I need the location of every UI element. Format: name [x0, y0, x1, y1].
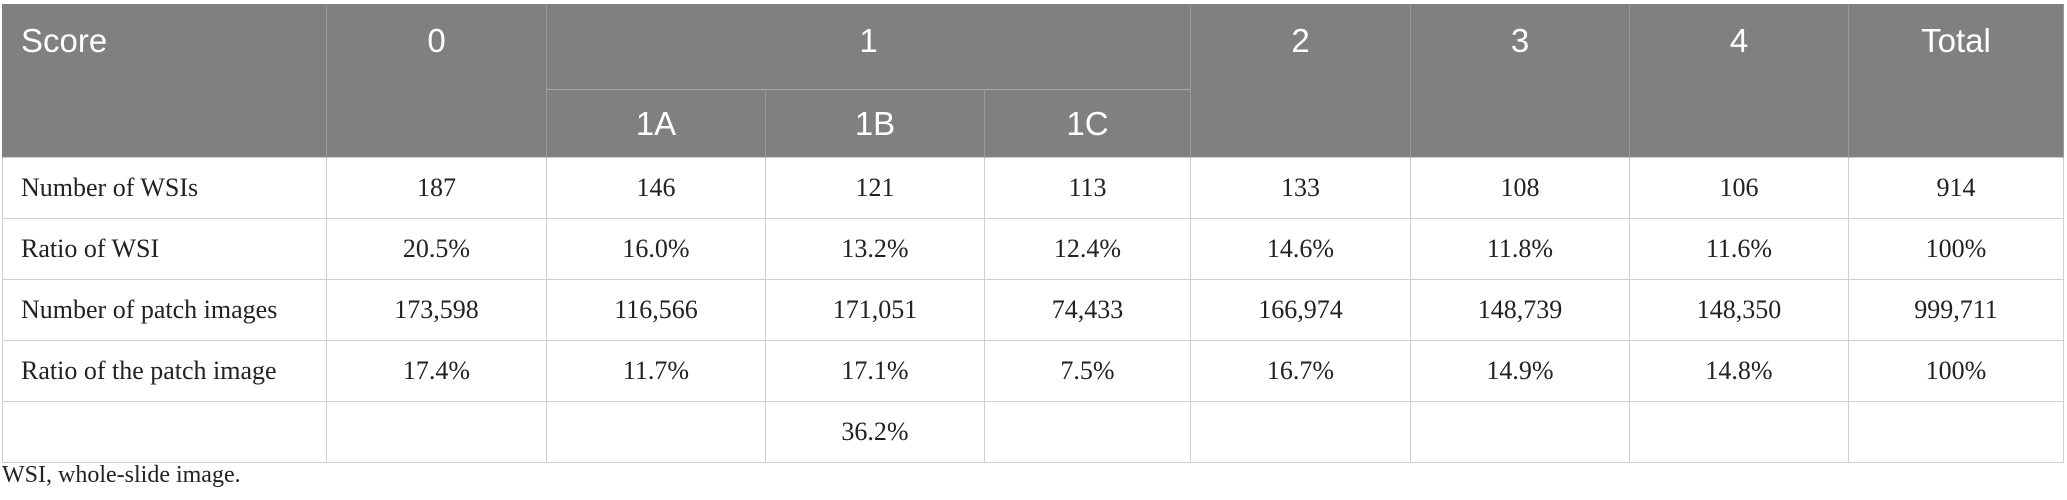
table-cell: 121 — [765, 157, 985, 219]
table-cell: 100% — [1848, 218, 2064, 280]
table-row: Number of WSIs 187 146 121 113 133 108 1… — [2, 157, 2064, 219]
header-row: Score 0 1 2 3 4 Total — [2, 4, 2064, 158]
table-cell: 14.9% — [1410, 340, 1630, 402]
header-cell-1c: 1C — [984, 89, 1191, 158]
table-cell: 11.6% — [1629, 218, 1849, 280]
table-cell: 16.7% — [1190, 340, 1411, 402]
table-cell: 171,051 — [765, 279, 985, 341]
row-label: Ratio of WSI — [2, 218, 327, 280]
table-cell: 16.0% — [546, 218, 766, 280]
table-cell: 113 — [984, 157, 1191, 219]
table-cell — [1190, 401, 1411, 463]
table-cell — [1629, 401, 1849, 463]
table-cell: 106 — [1629, 157, 1849, 219]
row-label: Number of WSIs — [2, 157, 327, 219]
table-cell: 7.5% — [984, 340, 1191, 402]
table-header: Score 0 1 2 3 4 Total 1A 1B 1C — [2, 4, 2064, 158]
table-cell — [546, 401, 766, 463]
header-cell-score: Score — [2, 4, 327, 158]
table-cell: 148,350 — [1629, 279, 1849, 341]
header-subrow: 1A 1B 1C — [3, 89, 2064, 158]
table-cell: 12.4% — [984, 218, 1191, 280]
table-cell — [1848, 401, 2064, 463]
header-cell-1a: 1A — [546, 89, 766, 158]
table-cell — [326, 401, 547, 463]
table-cell: 173,598 — [326, 279, 547, 341]
table-cell: 11.7% — [546, 340, 766, 402]
table-cell — [984, 401, 1191, 463]
table-row: Ratio of WSI 20.5% 16.0% 13.2% 12.4% 14.… — [2, 218, 2064, 280]
table-cell: 108 — [1410, 157, 1630, 219]
table-cell: 116,566 — [546, 279, 766, 341]
header-cell-3: 3 — [1410, 4, 1630, 158]
table-cell: 148,739 — [1410, 279, 1630, 341]
table-cell: 14.6% — [1190, 218, 1411, 280]
table-row: 36.2% — [2, 401, 2064, 463]
table-cell — [1410, 401, 1630, 463]
table-footnote: WSI, whole-slide image. — [2, 462, 241, 488]
table-cell: 11.8% — [1410, 218, 1630, 280]
table-body: Number of WSIs 187 146 121 113 133 108 1… — [2, 157, 2064, 463]
table-cell: 20.5% — [326, 218, 547, 280]
data-table: Score 0 1 2 3 4 Total 1A 1B 1C Number of… — [2, 4, 2064, 463]
row-label: Number of patch images — [2, 279, 327, 341]
header-cell-2: 2 — [1190, 4, 1411, 158]
header-cell-total: Total — [1848, 4, 2064, 158]
table-cell: 17.4% — [326, 340, 547, 402]
table-cell: 36.2% — [765, 401, 985, 463]
table-cell: 17.1% — [765, 340, 985, 402]
table-row: Ratio of the patch image 17.4% 11.7% 17.… — [2, 340, 2064, 402]
header-cell-4: 4 — [1629, 4, 1849, 158]
table-cell: 914 — [1848, 157, 2064, 219]
table-cell: 999,711 — [1848, 279, 2064, 341]
header-cell-1b: 1B — [765, 89, 985, 158]
table-cell: 13.2% — [765, 218, 985, 280]
table-cell: 14.8% — [1629, 340, 1849, 402]
header-cell-1: 1 — [546, 4, 1191, 90]
table-cell: 166,974 — [1190, 279, 1411, 341]
table-cell: 74,433 — [984, 279, 1191, 341]
row-label: Ratio of the patch image — [2, 340, 327, 402]
row-label — [2, 401, 327, 463]
table-cell: 187 — [326, 157, 547, 219]
table-cell: 133 — [1190, 157, 1411, 219]
table-cell: 100% — [1848, 340, 2064, 402]
table-cell: 146 — [546, 157, 766, 219]
table-row: Number of patch images 173,598 116,566 1… — [2, 279, 2064, 341]
header-cell-0: 0 — [326, 4, 547, 158]
